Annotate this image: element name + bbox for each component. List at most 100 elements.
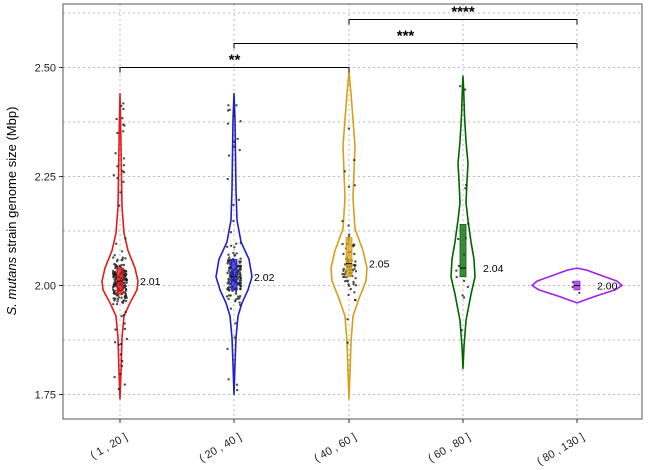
data-point [115, 242, 118, 245]
data-point [113, 283, 117, 286]
data-point [116, 300, 119, 303]
data-point [234, 298, 238, 301]
data-point [123, 327, 127, 331]
data-point [462, 296, 466, 299]
data-point [117, 296, 121, 299]
x-axis: ( 1 , 20 ] ( 20 , 40 ] ( 40 , 60 ] ( 60 , 8… [89, 419, 587, 468]
data-point [463, 88, 467, 91]
data-point [125, 281, 128, 284]
data-point [122, 102, 125, 105]
data-point [114, 152, 117, 155]
data-point [353, 291, 356, 294]
data-point [349, 287, 352, 291]
data-point [232, 251, 235, 255]
data-point [354, 270, 358, 273]
data-point [231, 289, 234, 293]
x-tick-label: ( 80 , 130 ] [535, 431, 587, 468]
data-point [118, 265, 122, 268]
data-point [225, 295, 229, 298]
data-point [117, 343, 121, 346]
data-point [354, 260, 357, 263]
data-point [232, 145, 236, 149]
data-point [232, 219, 235, 223]
data-point [353, 158, 356, 162]
data-point [113, 289, 117, 292]
data-point [238, 297, 241, 300]
data-point [461, 294, 464, 297]
data-point [113, 263, 116, 266]
data-point [227, 288, 230, 291]
data-point [239, 241, 242, 245]
data-point [226, 245, 229, 248]
data-point [348, 233, 351, 236]
significance-label: **** [451, 4, 475, 21]
data-point [238, 261, 241, 264]
data-point [120, 104, 123, 108]
violin-3 [450, 75, 476, 370]
data-point [228, 108, 231, 112]
data-point [226, 177, 229, 181]
data-point [120, 250, 124, 253]
median-value-label: 2.00 [597, 281, 618, 293]
data-point [226, 271, 229, 275]
x-tick-label: ( 40 , 60 ] [312, 431, 358, 465]
data-point [227, 154, 231, 157]
data-point [121, 117, 124, 120]
data-point [122, 299, 125, 302]
data-point [236, 388, 239, 392]
data-point [121, 170, 125, 173]
x-tick-label: ( 60 , 80 ] [426, 431, 472, 465]
data-point [236, 137, 239, 141]
grid-lines [63, 4, 642, 419]
data-point [235, 383, 239, 386]
data-point [113, 375, 116, 379]
data-point [119, 353, 123, 356]
data-point [121, 359, 124, 363]
data-point [346, 280, 349, 283]
data-point [122, 157, 126, 160]
data-point [114, 297, 117, 300]
data-point [233, 140, 236, 144]
data-point [239, 120, 242, 123]
data-point [347, 185, 351, 188]
data-point [353, 184, 356, 187]
data-point [232, 203, 235, 207]
iqr-box [459, 224, 467, 278]
data-point [124, 292, 128, 296]
data-point [122, 107, 125, 111]
data-point [227, 278, 231, 281]
data-point [119, 191, 122, 194]
data-point [232, 114, 235, 118]
data-point [112, 256, 115, 259]
data-point [353, 298, 357, 302]
data-point [347, 293, 350, 297]
data-point [119, 372, 122, 376]
data-point [234, 322, 237, 325]
data-point [112, 174, 116, 177]
data-point [117, 387, 121, 391]
box-layer [116, 224, 581, 295]
x-tick-label: ( 20 , 40 ] [197, 431, 243, 465]
data-point [238, 303, 242, 307]
data-point [343, 170, 346, 173]
data-point [227, 378, 230, 381]
data-point [464, 183, 468, 187]
data-point [233, 246, 236, 249]
significance-bracket [348, 19, 578, 25]
data-point [352, 244, 355, 248]
data-point [347, 127, 351, 130]
data-point [122, 130, 125, 133]
data-point [117, 204, 121, 207]
data-point [238, 301, 241, 304]
data-point [124, 299, 128, 303]
data-point [354, 277, 357, 280]
data-point [460, 329, 463, 332]
data-point [123, 294, 127, 298]
median-value-label: 2.05 [369, 259, 390, 271]
data-point [111, 288, 115, 291]
data-point [341, 272, 344, 276]
data-point [466, 222, 470, 225]
iqr-box [230, 258, 238, 291]
data-point [353, 264, 357, 268]
data-point [342, 269, 345, 272]
